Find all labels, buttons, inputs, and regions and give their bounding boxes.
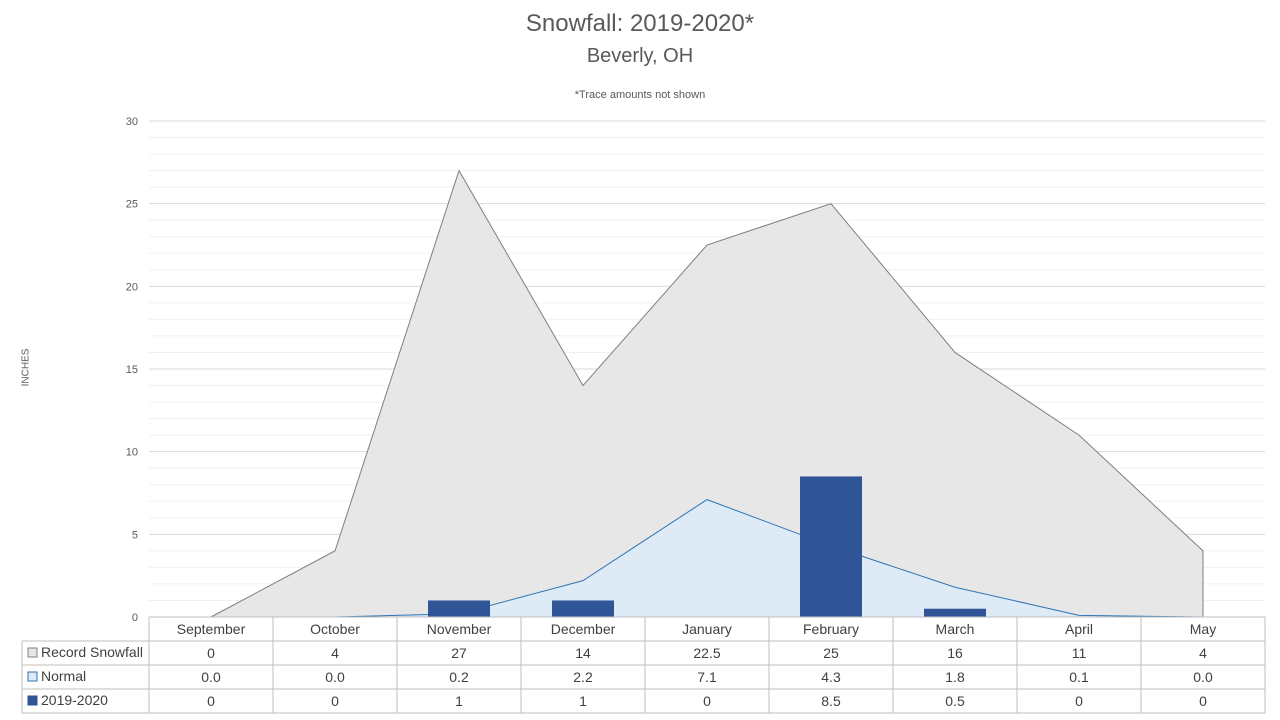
data-label: 0 xyxy=(207,693,215,709)
data-label: 0 xyxy=(331,693,339,709)
y-tick-label: 10 xyxy=(126,447,138,459)
data-label: 0 xyxy=(207,645,215,661)
data-label: 0.0 xyxy=(201,669,221,685)
y-tick-label: 30 xyxy=(126,116,138,128)
x-tick-label: December xyxy=(551,621,616,637)
legend-key xyxy=(27,671,38,682)
area-fill-0 xyxy=(211,170,1203,617)
data-label: 0.5 xyxy=(945,693,965,709)
data-label: 0 xyxy=(703,693,711,709)
data-label: 0.2 xyxy=(449,669,469,685)
data-label: 4 xyxy=(1199,645,1207,661)
data-label: 2.2 xyxy=(573,669,593,685)
data-label: 0 xyxy=(1075,693,1083,709)
data-label: 7.1 xyxy=(697,669,717,685)
legend-key xyxy=(27,647,38,658)
y-tick-label: 25 xyxy=(126,199,138,211)
y-tick-label: 0 xyxy=(132,612,138,624)
legend-label: Record Snowfall xyxy=(41,644,143,660)
x-tick-label: April xyxy=(1065,621,1093,637)
area-line-1 xyxy=(211,499,1204,618)
x-tick-label: February xyxy=(803,621,859,637)
data-label: 11 xyxy=(1072,645,1087,661)
data-label: 0.0 xyxy=(1193,669,1213,685)
data-label: 14 xyxy=(575,645,591,661)
bar xyxy=(428,600,490,617)
data-label: 0 xyxy=(1199,693,1207,709)
x-tick-label: January xyxy=(682,621,732,637)
chart-subtitle: Beverly, OH xyxy=(586,45,694,67)
chart-note: *Trace amounts not shown xyxy=(574,89,706,101)
legend-label: 2019-2020 xyxy=(41,692,108,708)
data-label: 8.5 xyxy=(821,693,841,709)
legend-key xyxy=(27,695,38,706)
data-label: 1.8 xyxy=(945,669,965,685)
data-label: 1 xyxy=(455,693,463,709)
y-tick-label: 5 xyxy=(132,529,138,541)
x-tick-label: May xyxy=(1190,621,1216,637)
data-label: 27 xyxy=(451,645,467,661)
bar xyxy=(924,608,986,617)
area-line-0 xyxy=(210,169,1204,618)
data-label: 0.1 xyxy=(1069,669,1089,685)
bar xyxy=(800,476,862,617)
data-label: 25 xyxy=(823,645,839,661)
x-tick-label: March xyxy=(936,621,975,637)
legend-label: Normal xyxy=(41,668,86,684)
y-tick-label: 20 xyxy=(126,281,138,293)
data-label: 4 xyxy=(331,645,339,661)
x-tick-label: September xyxy=(177,621,246,637)
y-tick-label: 15 xyxy=(126,364,138,376)
data-label: 22.5 xyxy=(693,645,720,661)
data-label: 0.0 xyxy=(325,669,345,685)
x-tick-label: November xyxy=(427,621,492,637)
data-label: 4.3 xyxy=(821,669,841,685)
data-label: 16 xyxy=(947,645,963,661)
chart-title: Snowfall: 2019-2020* xyxy=(525,10,755,37)
bar xyxy=(552,600,614,617)
x-tick-label: October xyxy=(310,621,360,637)
data-label: 1 xyxy=(579,693,587,709)
